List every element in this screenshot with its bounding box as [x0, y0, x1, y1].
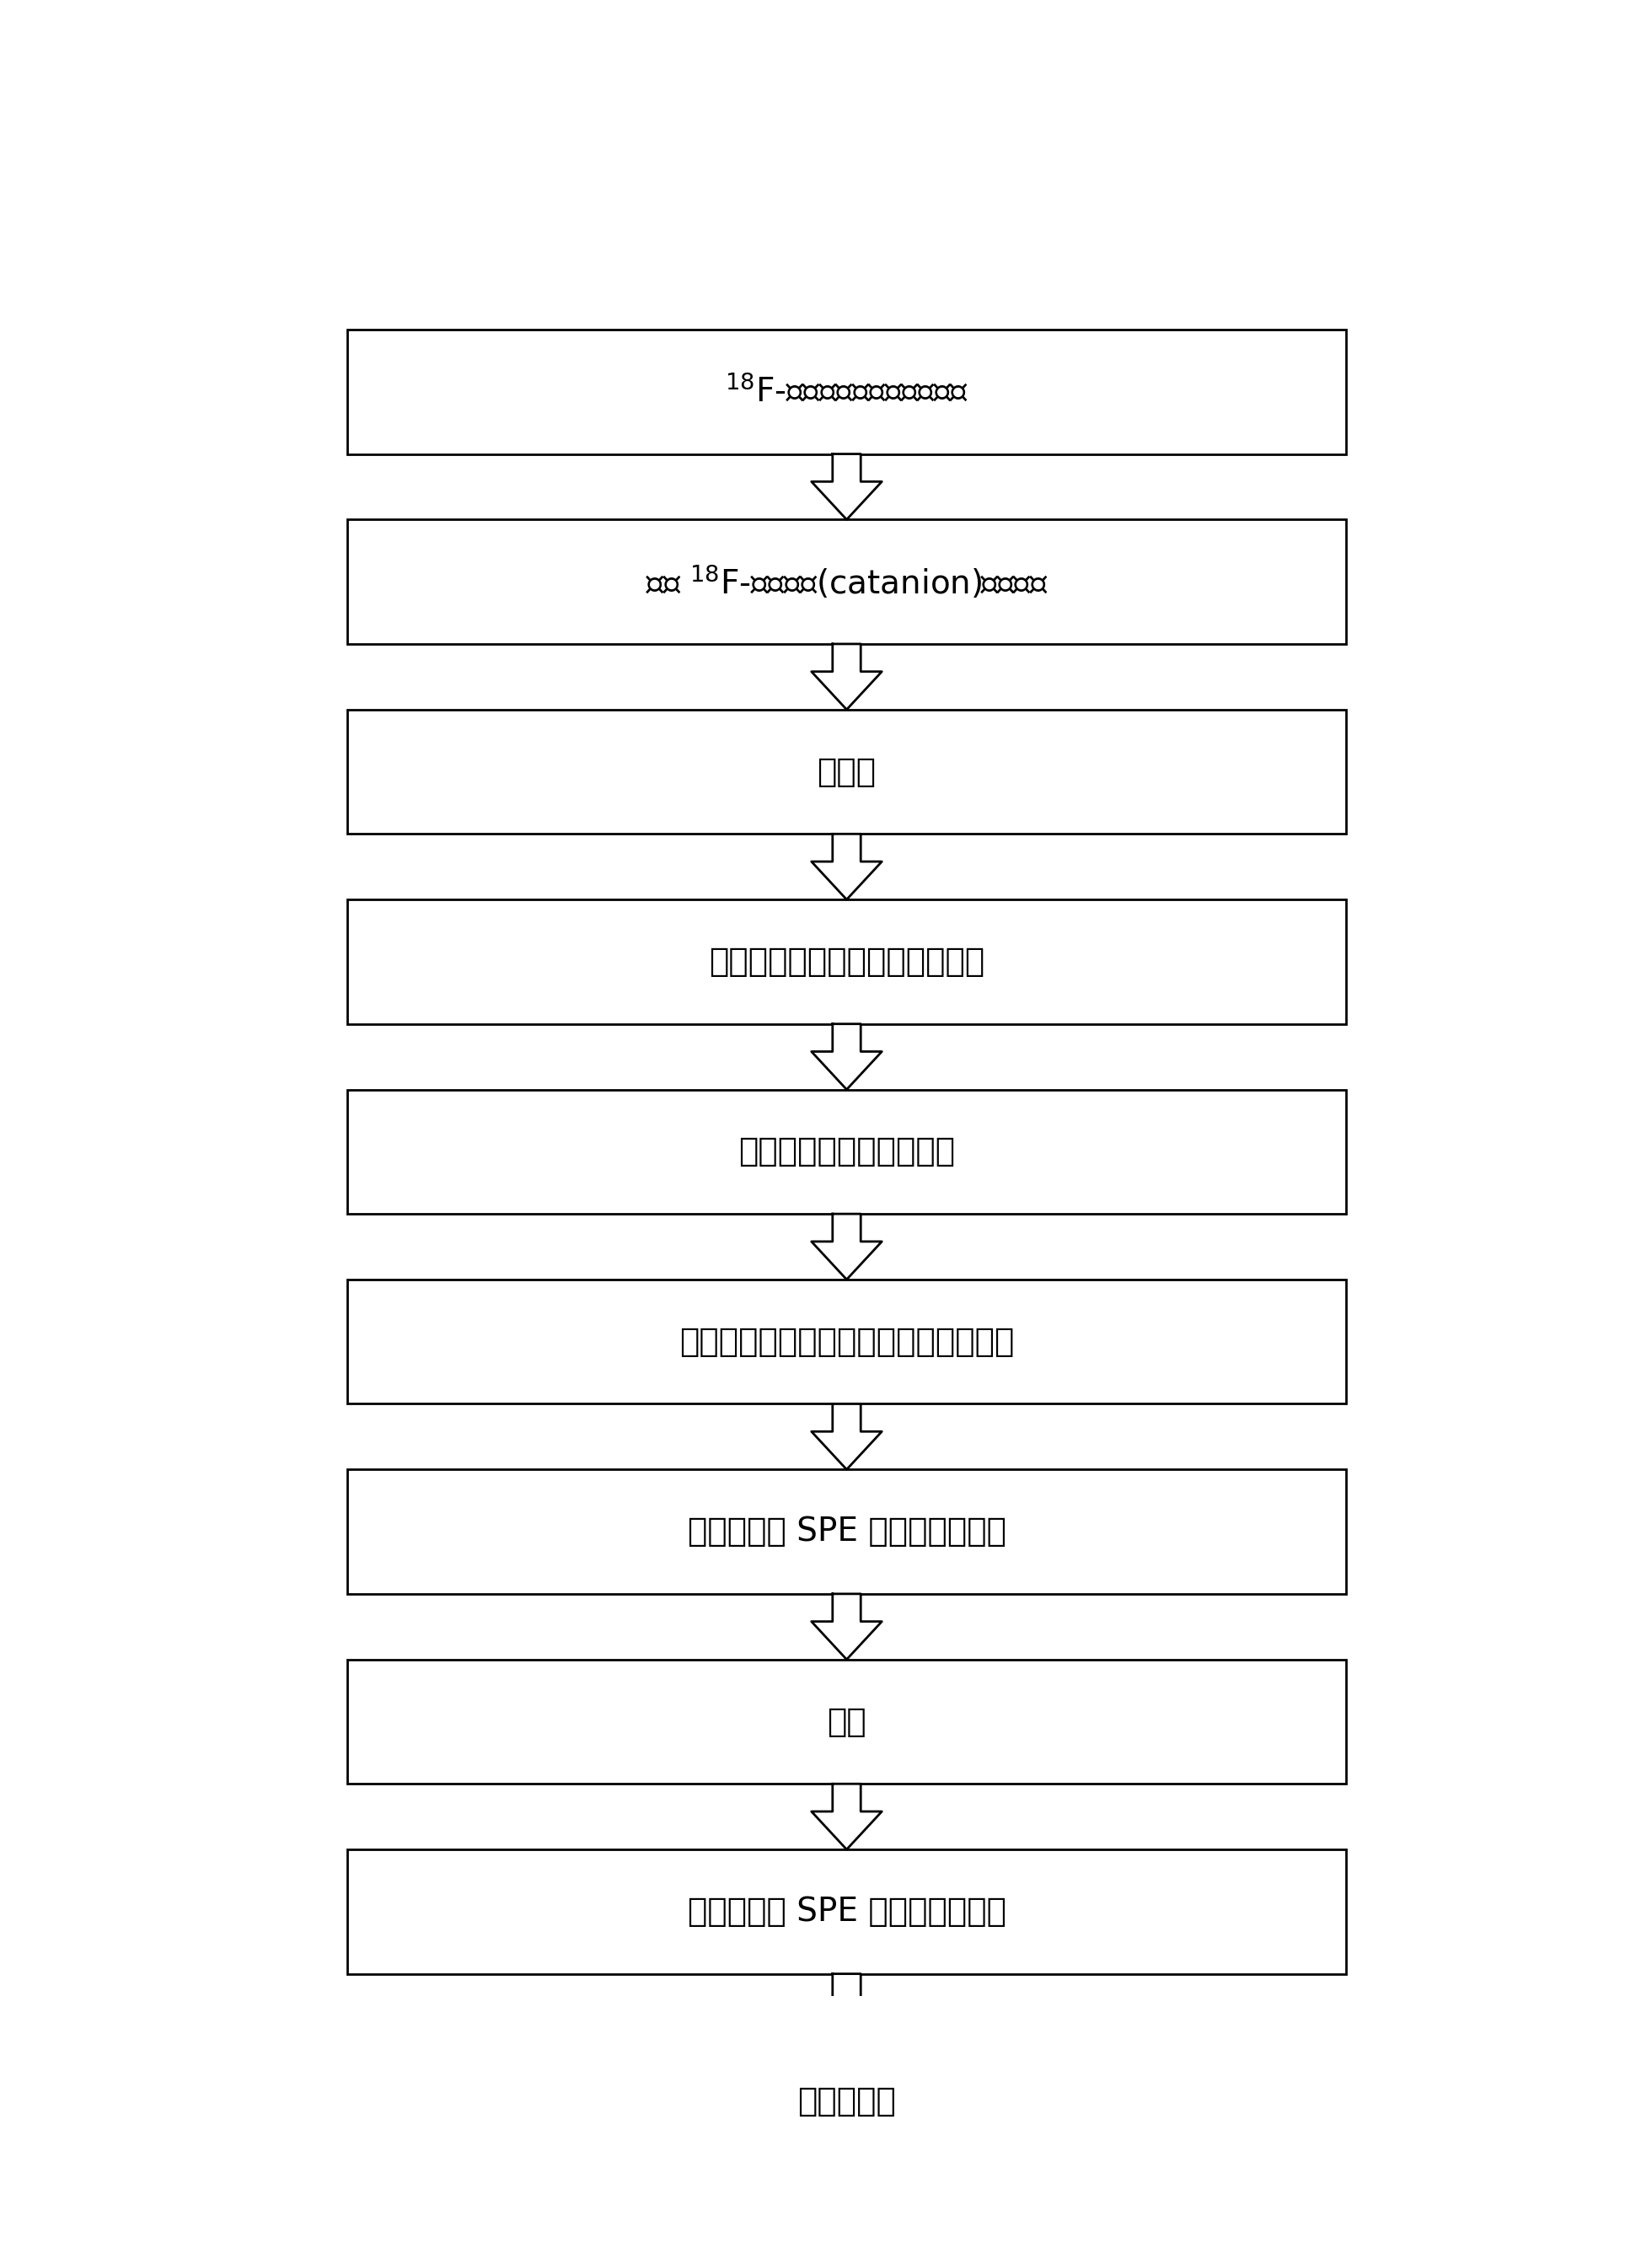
Polygon shape: [811, 1783, 882, 1850]
Text: 消毒和配制: 消毒和配制: [798, 2086, 895, 2117]
Polygon shape: [811, 1974, 882, 2039]
Bar: [347, 1469, 1346, 1595]
Text: 前体化合物的放射性氟化: 前体化合物的放射性氟化: [738, 1135, 955, 1169]
Text: 任选地：在 SPE 柱上固定和洗脱: 任选地：在 SPE 柱上固定和洗脱: [687, 1516, 1006, 1548]
Bar: [347, 899, 1346, 1023]
Polygon shape: [811, 1213, 882, 1279]
Bar: [347, 1660, 1346, 1783]
Text: 加入 $^{18}$F-的阳离子(catanion)平衡离子: 加入 $^{18}$F-的阳离子(catanion)平衡离子: [646, 563, 1047, 601]
Polygon shape: [811, 644, 882, 709]
Text: 任选地：额外的反应步骤，例如脱保护: 任选地：额外的反应步骤，例如脱保护: [679, 1326, 1014, 1357]
Bar: [347, 1090, 1346, 1213]
Text: 加入溶剂中的适合的前体化合物: 加入溶剂中的适合的前体化合物: [709, 947, 985, 978]
Bar: [347, 1279, 1346, 1404]
Polygon shape: [811, 834, 882, 899]
Polygon shape: [811, 453, 882, 520]
Polygon shape: [811, 1023, 882, 1090]
Text: 除去水: 除去水: [818, 756, 876, 787]
Bar: [347, 2039, 1346, 2164]
Text: 纯化: 纯化: [828, 1705, 866, 1738]
Bar: [347, 330, 1346, 453]
Text: 任选地：在 SPE 柱上固定和洗脱: 任选地：在 SPE 柱上固定和洗脱: [687, 1895, 1006, 1927]
Polygon shape: [811, 1404, 882, 1469]
Bar: [347, 709, 1346, 834]
Text: $^{18}$F-吸附在阴离子交换树脂上: $^{18}$F-吸附在阴离子交换树脂上: [725, 375, 968, 408]
Bar: [347, 1850, 1346, 1974]
Polygon shape: [811, 1595, 882, 1660]
Bar: [347, 520, 1346, 644]
